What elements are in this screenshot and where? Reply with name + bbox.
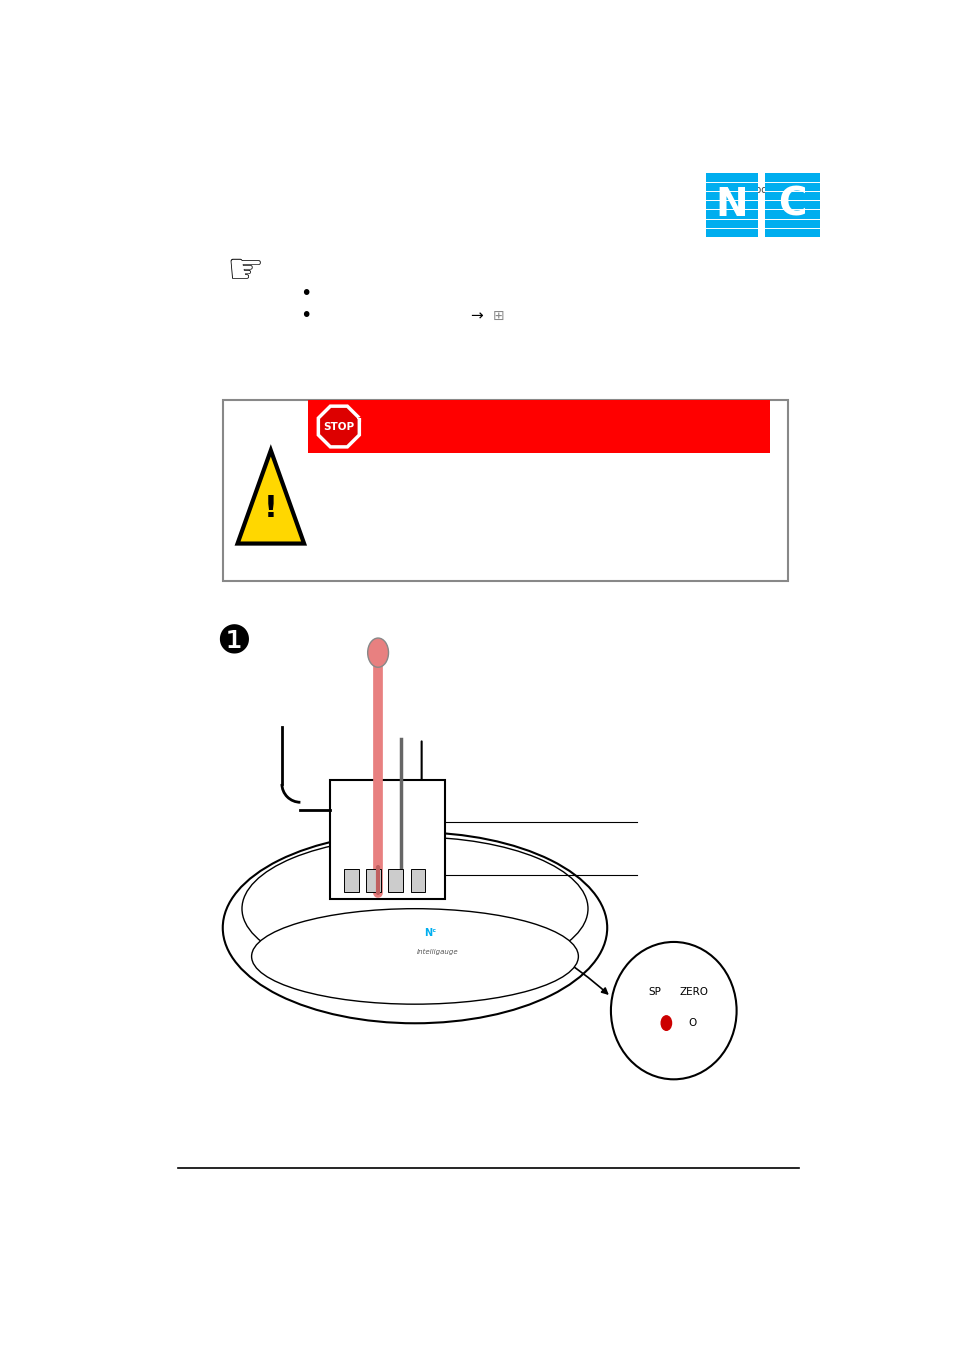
- Text: SP: SP: [648, 987, 661, 997]
- Text: ❶: ❶: [216, 624, 251, 662]
- Ellipse shape: [610, 941, 736, 1079]
- Text: Nor-Cal Products: Nor-Cal Products: [706, 184, 787, 195]
- FancyBboxPatch shape: [388, 869, 403, 892]
- Ellipse shape: [242, 837, 587, 981]
- Polygon shape: [318, 406, 359, 447]
- FancyBboxPatch shape: [330, 780, 444, 898]
- Text: •: •: [300, 307, 312, 325]
- FancyBboxPatch shape: [308, 399, 769, 453]
- FancyBboxPatch shape: [222, 399, 787, 581]
- Text: STOP: STOP: [323, 421, 354, 432]
- Text: C: C: [778, 186, 806, 223]
- FancyBboxPatch shape: [705, 172, 758, 237]
- Text: Intelligauge: Intelligauge: [416, 948, 457, 955]
- FancyBboxPatch shape: [366, 869, 380, 892]
- Text: O: O: [687, 1018, 696, 1028]
- Ellipse shape: [222, 833, 607, 1024]
- Text: ZERO: ZERO: [679, 987, 708, 997]
- Text: ⊞: ⊞: [492, 309, 504, 323]
- Polygon shape: [237, 451, 304, 543]
- FancyBboxPatch shape: [344, 869, 358, 892]
- Ellipse shape: [252, 909, 578, 1005]
- Text: Nᶜ: Nᶜ: [423, 928, 436, 937]
- Circle shape: [367, 638, 388, 667]
- Text: •: •: [300, 284, 312, 304]
- Text: !: !: [264, 494, 277, 523]
- Text: ☞: ☞: [226, 249, 264, 291]
- Text: →: →: [470, 308, 482, 323]
- FancyBboxPatch shape: [764, 172, 820, 237]
- FancyBboxPatch shape: [410, 869, 425, 892]
- Circle shape: [660, 1015, 671, 1030]
- Text: N: N: [715, 186, 747, 223]
